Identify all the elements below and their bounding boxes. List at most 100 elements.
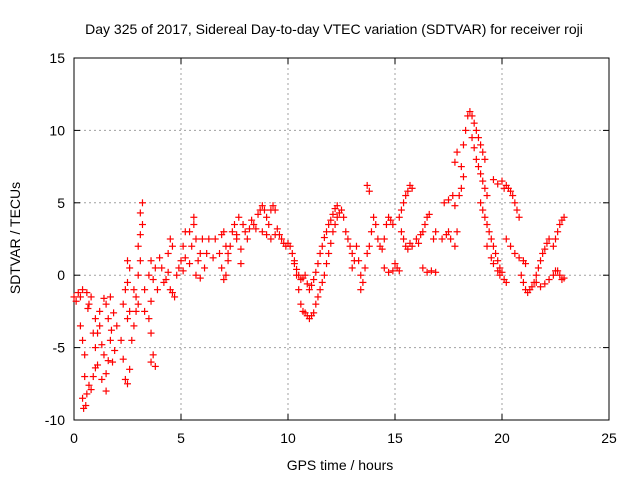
data-point — [260, 206, 268, 214]
data-point — [489, 260, 497, 268]
data-point — [94, 329, 102, 337]
data-point — [243, 235, 251, 243]
data-point — [348, 249, 356, 257]
data-point — [522, 260, 530, 268]
data-point — [263, 213, 271, 221]
data-point — [87, 293, 95, 301]
data-point — [141, 307, 149, 315]
x-tick-label: 20 — [494, 430, 510, 446]
data-point — [387, 216, 395, 224]
data-point — [181, 254, 189, 262]
data-point — [537, 283, 545, 291]
data-point — [333, 202, 341, 210]
data-point — [483, 192, 491, 200]
data-point — [479, 206, 487, 214]
data-point — [316, 249, 324, 257]
data-point — [239, 221, 247, 229]
data-point — [117, 336, 125, 344]
data-point — [545, 235, 553, 243]
data-point — [372, 221, 380, 229]
data-point — [374, 235, 382, 243]
data-point — [477, 199, 485, 207]
data-point — [440, 199, 448, 207]
data-point — [438, 235, 446, 243]
data-point — [224, 249, 232, 257]
data-point — [231, 221, 238, 229]
data-point — [457, 184, 465, 192]
data-point — [541, 245, 549, 253]
data-point — [166, 235, 174, 243]
data-point — [539, 249, 547, 257]
data-point — [408, 242, 416, 250]
data-point — [421, 221, 429, 229]
data-point — [83, 390, 91, 398]
x-axis-title: GPS time / hours — [287, 457, 394, 473]
data-point — [250, 221, 258, 229]
data-point — [320, 271, 328, 279]
data-point — [84, 305, 92, 313]
data-point — [132, 293, 140, 301]
data-point — [363, 249, 371, 257]
data-point — [136, 231, 144, 239]
data-point — [192, 235, 200, 243]
data-point — [404, 187, 412, 195]
data-point — [554, 228, 562, 236]
data-point — [481, 155, 489, 163]
data-point — [537, 257, 545, 265]
data-point — [310, 276, 318, 284]
data-point — [327, 216, 335, 224]
x-tick-label: 25 — [601, 430, 617, 446]
data-point — [126, 264, 134, 272]
data-point — [515, 254, 523, 262]
data-point — [198, 235, 206, 243]
data-point — [314, 260, 322, 268]
data-point — [102, 300, 110, 308]
axis-ticks: 0 5 10 15 20 25 -10 -5 0 5 10 15 — [45, 50, 617, 446]
data-point — [121, 375, 129, 383]
data-point — [404, 245, 412, 253]
data-point — [258, 228, 266, 236]
data-point — [263, 231, 271, 239]
data-point — [462, 126, 470, 134]
data-point — [267, 235, 275, 243]
data-point — [76, 293, 84, 301]
data-point — [245, 225, 253, 233]
data-point — [451, 242, 459, 250]
data-point — [340, 213, 348, 221]
data-point — [363, 181, 371, 189]
data-point — [173, 271, 181, 279]
data-point — [445, 228, 452, 236]
data-point — [419, 228, 427, 236]
data-point — [477, 141, 485, 149]
data-points — [70, 108, 568, 412]
data-point — [507, 187, 515, 195]
data-point — [110, 309, 118, 317]
data-point — [545, 276, 553, 284]
data-point — [472, 155, 480, 163]
data-point — [451, 158, 459, 166]
data-point — [286, 242, 294, 250]
data-point — [513, 206, 521, 214]
x-tick-label: 15 — [387, 430, 403, 446]
data-point — [196, 274, 204, 282]
data-point — [346, 242, 354, 250]
data-point — [459, 173, 467, 181]
data-point — [470, 144, 478, 152]
data-point — [556, 271, 564, 279]
data-point — [489, 242, 497, 250]
data-point — [479, 148, 487, 156]
data-point — [102, 370, 110, 378]
data-point — [481, 213, 489, 221]
data-point — [459, 141, 467, 149]
data-point — [316, 286, 324, 294]
data-point — [85, 300, 93, 308]
data-point — [325, 221, 333, 229]
data-point — [395, 213, 403, 221]
data-point — [278, 235, 286, 243]
data-point — [175, 264, 183, 272]
data-point — [235, 213, 243, 221]
data-point — [102, 387, 110, 395]
data-point — [543, 239, 551, 247]
data-point — [528, 283, 536, 291]
data-point — [226, 242, 234, 250]
